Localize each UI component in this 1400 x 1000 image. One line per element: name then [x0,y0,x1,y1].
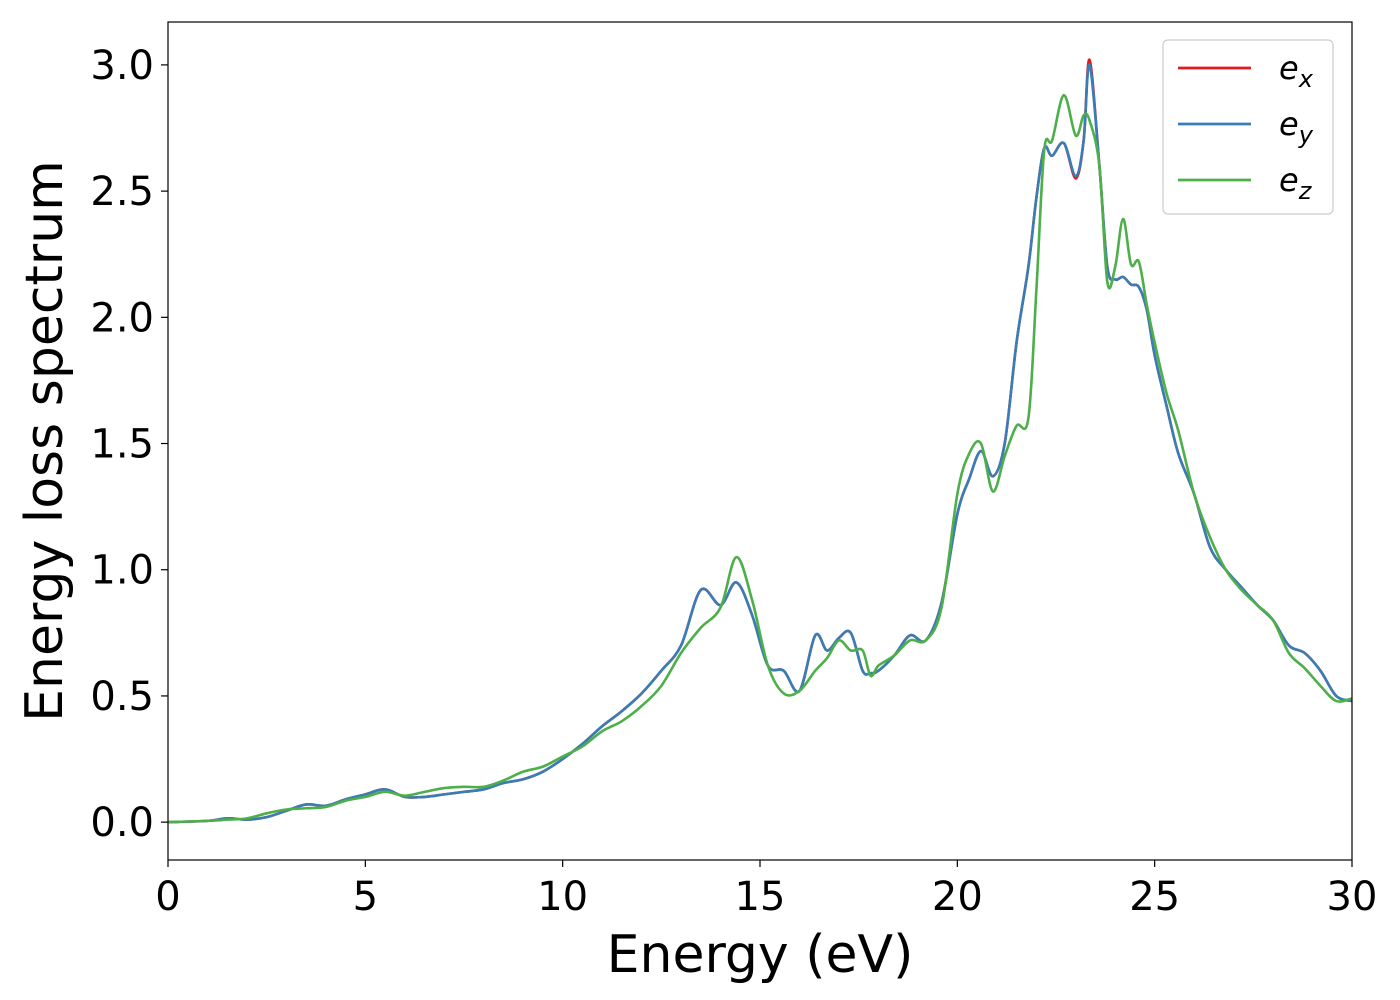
series-line-ez [167,93,1353,824]
legend-label-y: ey [1279,105,1314,149]
x-tick-label: 15 [735,874,786,920]
x-tick-label: 5 [353,874,378,920]
y-tick-label: 1.5 [90,422,154,468]
x-tick-label: 30 [1327,874,1378,920]
y-tick-label: 2.5 [90,169,154,215]
y-tick-label: 0.0 [90,800,154,846]
x-axis-label: Energy (eV) [607,925,914,985]
legend-label-x: ex [1279,49,1314,93]
x-tick-label: 20 [932,874,983,920]
legend-frame [1162,39,1334,215]
y-tick-label: 0.5 [90,674,154,720]
y-axis-ticks: 0.0 0.5 1.0 1.5 2.0 2.5 3.0 [90,43,168,846]
plot-area [168,22,1352,860]
legend: ex ey ez [1162,39,1334,215]
x-axis-ticks: 0 5 10 15 20 25 30 [155,860,1377,920]
x-tick-label: 10 [537,874,588,920]
y-tick-label: 2.0 [90,295,154,341]
y-tick-label: 1.0 [90,548,154,594]
y-tick-label: 3.0 [90,43,154,89]
x-tick-label: 0 [155,874,180,920]
y-axis-label: Energy loss spectrum [15,160,75,722]
legend-label-z: ez [1279,161,1313,205]
x-tick-label: 25 [1129,874,1180,920]
series-lines [167,58,1353,824]
